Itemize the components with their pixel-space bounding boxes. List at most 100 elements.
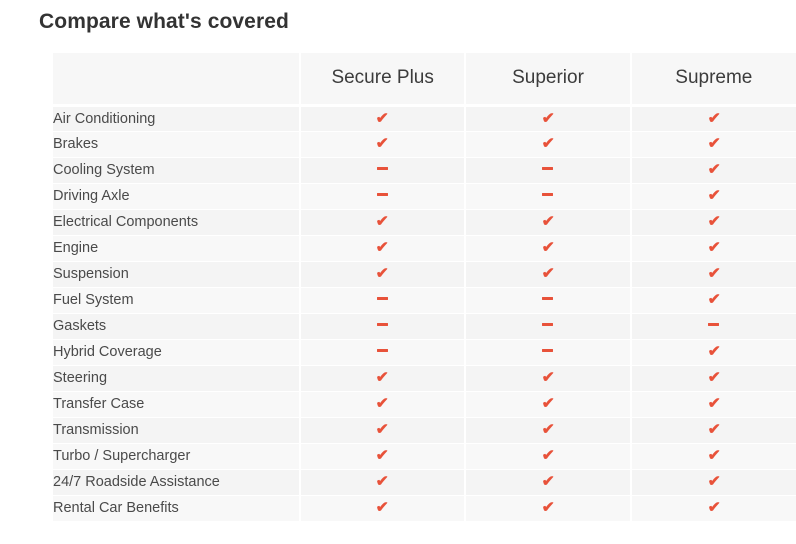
table-row: Air Conditioning ✔ ✔ ✔ (53, 105, 796, 132)
coverage-cell-superior: ✔ (465, 365, 632, 392)
coverage-cell-superior: ✔ (465, 235, 632, 262)
coverage-cell-supreme: ✔ (630, 183, 796, 210)
table-header-row: Secure Plus Superior Supreme (53, 53, 796, 107)
feature-label: Rental Car Benefits (53, 495, 301, 522)
check-icon: ✔ (376, 239, 390, 257)
table-row: Cooling System ✔ (53, 157, 796, 184)
table-row: Brakes ✔ ✔ ✔ (53, 131, 796, 158)
plan-header-secure-plus[interactable]: Secure Plus (300, 53, 467, 107)
coverage-cell-supreme: ✔ (630, 391, 796, 418)
table-body: Air Conditioning ✔ ✔ ✔ Brakes ✔ ✔ ✔ Cooling Syst… (53, 105, 796, 522)
check-icon: ✔ (376, 395, 390, 413)
plan-header-superior[interactable]: Superior (465, 53, 632, 107)
coverage-cell-superior (465, 157, 632, 184)
dash-icon (708, 323, 720, 327)
coverage-cell-secure-plus: ✔ (300, 365, 467, 392)
coverage-cell-superior (465, 313, 632, 340)
coverage-cell-superior: ✔ (465, 417, 632, 444)
compare-table-container: Secure Plus Superior Supreme Air Conditi… (53, 53, 796, 522)
dash-icon (542, 167, 554, 171)
check-icon: ✔ (707, 473, 721, 491)
check-icon: ✔ (707, 239, 721, 257)
check-icon: ✔ (707, 447, 721, 465)
coverage-cell-supreme: ✔ (630, 495, 796, 522)
coverage-cell-secure-plus: ✔ (300, 495, 467, 522)
check-icon: ✔ (707, 265, 721, 283)
coverage-cell-supreme: ✔ (630, 131, 796, 158)
feature-label: Cooling System (53, 157, 301, 184)
coverage-cell-superior: ✔ (465, 261, 632, 288)
dash-icon (377, 193, 389, 197)
feature-label: 24/7 Roadside Assistance (53, 469, 301, 496)
check-icon: ✔ (376, 447, 390, 465)
check-icon: ✔ (707, 135, 721, 153)
table-row: Steering ✔ ✔ ✔ (53, 365, 796, 392)
coverage-cell-secure-plus: ✔ (300, 209, 467, 236)
page-title: Compare what's covered (39, 10, 289, 33)
dash-icon (542, 297, 554, 301)
table-row: Hybrid Coverage ✔ (53, 339, 796, 366)
check-icon: ✔ (376, 473, 390, 491)
feature-column-header (53, 53, 301, 107)
coverage-cell-superior: ✔ (465, 105, 632, 132)
feature-label: Brakes (53, 131, 301, 158)
feature-label: Air Conditioning (53, 105, 301, 132)
check-icon: ✔ (541, 239, 555, 257)
feature-label: Electrical Components (53, 209, 301, 236)
table-row: Gaskets (53, 313, 796, 340)
coverage-cell-secure-plus: ✔ (300, 235, 467, 262)
table-row: Fuel System ✔ (53, 287, 796, 314)
table-row: Rental Car Benefits ✔ ✔ ✔ (53, 495, 796, 522)
coverage-cell-superior (465, 287, 632, 314)
feature-label: Engine (53, 235, 301, 262)
table-header: Secure Plus Superior Supreme (53, 53, 796, 107)
check-icon: ✔ (541, 447, 555, 465)
check-icon: ✔ (707, 343, 721, 361)
check-icon: ✔ (707, 395, 721, 413)
coverage-cell-supreme: ✔ (630, 339, 796, 366)
coverage-cell-secure-plus: ✔ (300, 391, 467, 418)
coverage-cell-supreme: ✔ (630, 157, 796, 184)
table-row: Transfer Case ✔ ✔ ✔ (53, 391, 796, 418)
table-row: Turbo / Supercharger ✔ ✔ ✔ (53, 443, 796, 470)
coverage-cell-secure-plus: ✔ (300, 469, 467, 496)
coverage-cell-supreme: ✔ (630, 261, 796, 288)
check-icon: ✔ (541, 473, 555, 491)
check-icon: ✔ (707, 213, 721, 231)
check-icon: ✔ (541, 213, 555, 231)
table-row: Transmission ✔ ✔ ✔ (53, 417, 796, 444)
check-icon: ✔ (541, 369, 555, 387)
check-icon: ✔ (707, 421, 721, 439)
coverage-cell-supreme: ✔ (630, 417, 796, 444)
coverage-cell-secure-plus (300, 183, 467, 210)
table-row: Engine ✔ ✔ ✔ (53, 235, 796, 262)
dash-icon (377, 297, 389, 301)
feature-label: Driving Axle (53, 183, 301, 210)
coverage-cell-supreme: ✔ (630, 443, 796, 470)
check-icon: ✔ (541, 499, 555, 517)
check-icon: ✔ (541, 421, 555, 439)
coverage-cell-secure-plus: ✔ (300, 131, 467, 158)
coverage-cell-superior: ✔ (465, 469, 632, 496)
plan-header-supreme[interactable]: Supreme (630, 53, 796, 107)
coverage-cell-secure-plus: ✔ (300, 417, 467, 444)
coverage-cell-superior: ✔ (465, 131, 632, 158)
coverage-cell-superior: ✔ (465, 391, 632, 418)
coverage-cell-secure-plus (300, 313, 467, 340)
check-icon: ✔ (707, 499, 721, 517)
feature-label: Fuel System (53, 287, 301, 314)
coverage-cell-secure-plus: ✔ (300, 105, 467, 132)
dash-icon (377, 323, 389, 327)
dash-icon (377, 349, 389, 353)
feature-label: Gaskets (53, 313, 301, 340)
coverage-cell-superior: ✔ (465, 443, 632, 470)
coverage-cell-superior (465, 339, 632, 366)
coverage-cell-supreme (630, 313, 796, 340)
check-icon: ✔ (707, 369, 721, 387)
coverage-cell-secure-plus (300, 339, 467, 366)
check-icon: ✔ (376, 369, 390, 387)
check-icon: ✔ (541, 395, 555, 413)
feature-label: Transmission (53, 417, 301, 444)
feature-label: Steering (53, 365, 301, 392)
coverage-cell-supreme: ✔ (630, 209, 796, 236)
